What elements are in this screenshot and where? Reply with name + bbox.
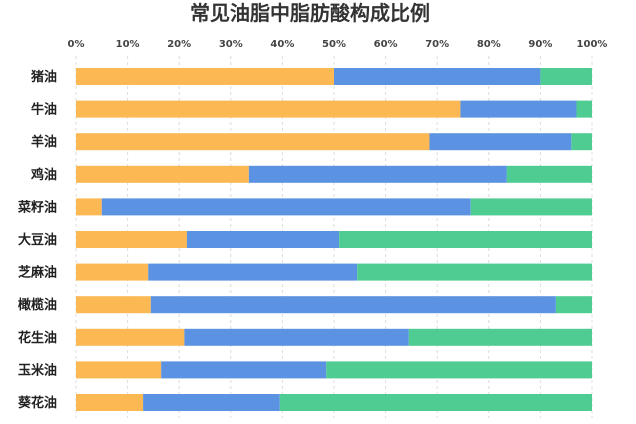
bar-segment [186, 231, 340, 248]
bar-segment [76, 165, 249, 183]
bar-segment [408, 328, 592, 346]
bar-segment [571, 133, 592, 151]
category-label: 菜籽油 [17, 199, 57, 215]
x-tick-label: 20% [167, 39, 191, 50]
category-label: 大豆油 [18, 232, 57, 248]
bar-segment [555, 296, 592, 314]
bar-segment [248, 165, 507, 183]
category-label: 芝麻油 [18, 265, 57, 281]
bar-segment [357, 263, 592, 281]
bar-segment [76, 296, 151, 314]
x-tick-label: 70% [425, 39, 449, 50]
bar-segment [148, 263, 358, 281]
category-label: 羊油 [31, 134, 57, 150]
bar-segment [76, 328, 185, 346]
category-label: 猪油 [30, 69, 57, 85]
x-axis-ticks: 0% 10% 20% 30% 40% 50% 60% 70% 80% 90% 100% [68, 39, 608, 50]
bar-segment [76, 68, 334, 85]
x-tick-label: 10% [116, 39, 140, 50]
x-tick-label: 40% [270, 39, 294, 50]
category-label: 葵花油 [18, 395, 57, 411]
bar-segment [576, 100, 592, 118]
category-label: 玉米油 [18, 362, 57, 378]
x-tick-label: 50% [322, 39, 346, 50]
bar-segment [76, 100, 461, 118]
bar-segment [334, 68, 541, 85]
category-label: 花生油 [18, 330, 57, 346]
bar-segment [161, 361, 327, 379]
bar-segment [506, 165, 592, 183]
x-tick-label: 80% [477, 39, 501, 50]
bar-segment [101, 198, 471, 216]
bar-segment [326, 361, 592, 379]
bar-segment [76, 263, 149, 281]
bar-segment [470, 198, 592, 216]
x-tick-label: 100% [577, 39, 608, 50]
chart-title: 常见油脂中脂肪酸构成比例 [190, 1, 430, 25]
category-label: 橄榄油 [18, 297, 57, 313]
bar-segment [184, 328, 409, 346]
bar-segment [150, 296, 556, 314]
bar-segment [76, 133, 430, 151]
bar-segment [76, 394, 144, 411]
bar-segment [143, 394, 280, 411]
bar-segment [339, 231, 592, 248]
x-tick-label: 60% [374, 39, 398, 50]
x-tick-label: 90% [528, 39, 552, 50]
bars [76, 68, 592, 411]
category-label: 牛油 [31, 102, 57, 118]
category-label: 鸡油 [30, 167, 57, 183]
x-tick-label: 0% [68, 39, 85, 50]
bar-segment [460, 100, 577, 118]
x-tick-label: 30% [219, 39, 243, 50]
bar-segment [429, 133, 572, 151]
bar-segment [540, 68, 592, 85]
bar-segment [279, 394, 592, 411]
bar-segment [76, 231, 187, 248]
bar-segment [76, 198, 102, 216]
bar-segment [76, 361, 162, 379]
